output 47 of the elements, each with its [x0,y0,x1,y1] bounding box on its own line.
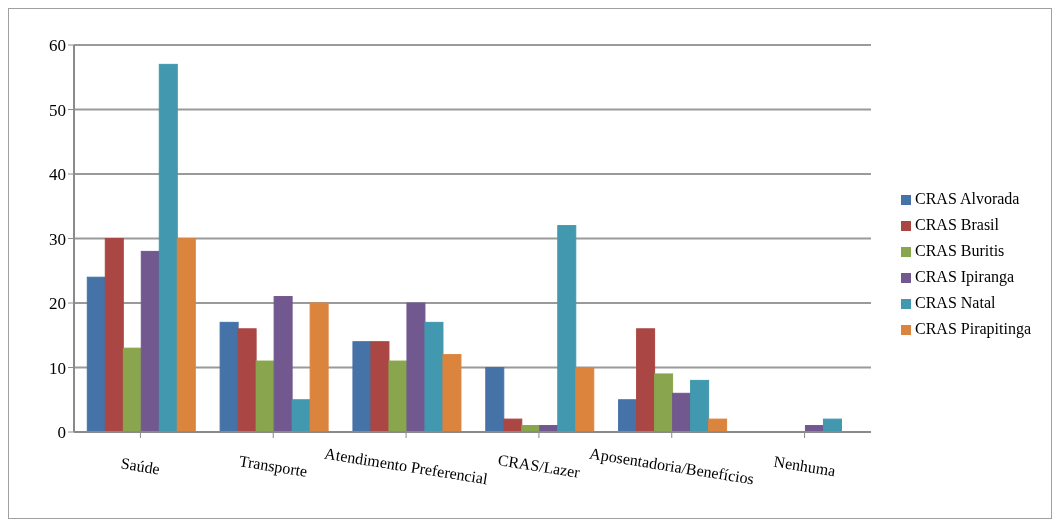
y-tick-label: 50 [49,100,66,120]
bar [140,250,160,432]
bar [158,63,178,432]
x-tick-label: Nenhuma [772,452,837,480]
bar [822,418,842,432]
bar [672,392,692,432]
bar [237,328,257,432]
bar [690,379,710,432]
y-tick-label: 0 [57,423,66,443]
bar [352,341,372,432]
x-tick-label: CRAS/Lazer [496,451,582,481]
legend-label: CRAS Brasil [914,215,999,233]
bar [575,367,595,432]
bar [86,276,106,432]
bar [557,225,577,432]
bar [219,321,239,432]
bar [618,399,638,432]
bar [370,341,390,432]
legend-label: CRAS Pirapitinga [914,319,1031,337]
legend-label: CRAS Buritis [914,241,1005,259]
bar [291,399,311,432]
y-tick-label: 20 [49,294,66,314]
y-tick-label: 40 [49,165,66,185]
legend-label: CRAS Ipiranga [914,267,1015,285]
bar [636,328,656,432]
bar [406,302,426,432]
bar [176,238,196,432]
x-tick-label: Transporte [237,452,309,481]
bar [708,418,728,432]
y-tick-label: 10 [49,358,66,378]
legend-label: CRAS Natal [914,293,996,311]
bar [442,354,462,432]
bar [255,360,275,432]
bar [122,347,142,432]
bar [309,302,329,432]
bar [503,418,523,432]
bar [485,367,505,432]
bar [388,360,408,432]
x-tick-label: Saúde [119,454,162,478]
bar [424,321,444,432]
bar [104,238,124,432]
x-tick-label: Atendimento Preferencial [323,444,490,488]
legend-label: CRAS Alvorada [914,189,1020,207]
bar [273,296,293,432]
bar [654,373,674,432]
y-tick-label: 30 [49,229,66,249]
y-tick-label: 60 [49,36,66,56]
